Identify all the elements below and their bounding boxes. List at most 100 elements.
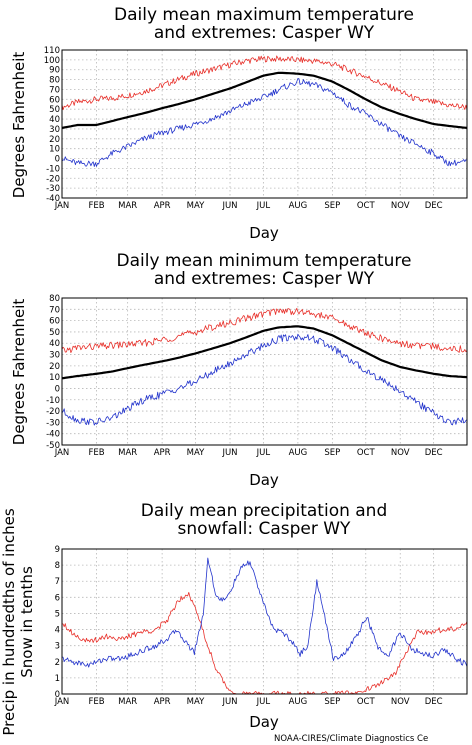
- x-tick-label: OCT: [357, 697, 376, 707]
- y-tick-label: 10: [49, 373, 60, 383]
- y-tick-label: 60: [49, 317, 60, 327]
- y-tick-label: 50: [49, 105, 60, 115]
- x-tick-label: JAN: [54, 201, 70, 211]
- y-tick-label: 30: [49, 125, 60, 135]
- y-tick-label: 8: [55, 561, 60, 571]
- x-tick-label: OCT: [357, 201, 376, 211]
- x-tick-label: FEB: [88, 697, 104, 707]
- y-tick-label: 70: [49, 305, 60, 315]
- y-tick-label: 30: [49, 351, 60, 361]
- y-axis-label: Degrees Fahrenheit: [10, 299, 28, 446]
- series-line-mean: [61, 71, 468, 129]
- y-tick-label: 0: [55, 690, 60, 700]
- x-tick-label: DEC: [425, 448, 443, 458]
- x-tick-label: AUG: [289, 448, 308, 458]
- y-tick-label: 60: [49, 95, 60, 105]
- x-tick-label: NOV: [391, 201, 410, 211]
- y-tick-label: 1: [55, 674, 60, 684]
- y-tick-label: -40: [46, 194, 60, 204]
- series-line-precip: [61, 557, 468, 668]
- x-tick-label: FEB: [88, 201, 104, 211]
- x-tick-label: AUG: [289, 201, 308, 211]
- x-tick-label: JAN: [54, 448, 70, 458]
- x-tick-label: MAY: [187, 201, 205, 211]
- chart-title-line1: Daily mean minimum temperature: [117, 251, 412, 271]
- x-tick-label: JUL: [256, 448, 271, 458]
- x-tick-label: JUN: [221, 448, 237, 458]
- y-tick-label: 0: [55, 155, 60, 165]
- x-tick-label: AUG: [289, 697, 308, 707]
- x-tick-label: MAR: [118, 448, 137, 458]
- y-tick-label: -30: [46, 184, 60, 194]
- series-line-snow: [61, 592, 468, 695]
- x-tick-label: SEP: [324, 201, 340, 211]
- y-tick-label: -40: [46, 430, 60, 440]
- x-tick-label: APR: [154, 448, 171, 458]
- y-tick-label: 2: [55, 658, 60, 668]
- x-tick-label: OCT: [357, 448, 376, 458]
- y-tick-label: -50: [46, 441, 60, 451]
- y-tick-label: 40: [49, 339, 60, 349]
- x-tick-label: MAY: [187, 448, 205, 458]
- series-line-record-low: [61, 78, 468, 167]
- x-tick-label: APR: [154, 201, 171, 211]
- plot-frame: [61, 548, 468, 695]
- y-tick-label: 50: [49, 328, 60, 338]
- chart-title-line2: and extremes: Casper WY: [154, 23, 375, 43]
- x-tick-label: MAY: [187, 697, 205, 707]
- y-tick-label: 100: [44, 56, 60, 66]
- series-line-record-low: [61, 333, 468, 426]
- y-axis-label-line1: Precip in hundredths of inches: [0, 508, 18, 735]
- series-line-record-high: [61, 307, 468, 354]
- y-tick-label: -20: [46, 407, 60, 417]
- y-tick-label: 9: [55, 545, 60, 555]
- chart-title-line2: and extremes: Casper WY: [154, 269, 375, 289]
- x-tick-label: JUN: [221, 697, 237, 707]
- x-tick-label: JUL: [256, 201, 271, 211]
- chart-title-line1: Daily mean maximum temperature: [114, 5, 414, 25]
- chart-title-line1: Daily mean precipitation and: [141, 501, 388, 521]
- x-tick-label: SEP: [324, 697, 340, 707]
- credit-text: NOAA-CIRES/Climate Diagnostics Ce: [274, 734, 428, 744]
- y-tick-label: 40: [49, 115, 60, 125]
- x-axis-label: Day: [249, 224, 279, 242]
- y-tick-label: -10: [46, 396, 60, 406]
- y-tick-label: 10: [49, 145, 60, 155]
- x-axis-label: Day: [249, 713, 279, 731]
- x-tick-label: FEB: [88, 448, 104, 458]
- y-tick-label: 90: [49, 66, 60, 76]
- y-tick-label: 4: [55, 626, 60, 636]
- x-tick-label: NOV: [391, 697, 410, 707]
- x-tick-label: JAN: [54, 697, 70, 707]
- y-tick-label: 3: [55, 642, 60, 652]
- y-tick-label: 20: [49, 362, 60, 372]
- x-tick-label: MAR: [118, 201, 137, 211]
- plot-frame: [61, 297, 468, 446]
- x-tick-label: NOV: [391, 448, 410, 458]
- plot-frame: [61, 49, 468, 199]
- chart-title-line2: snowfall: Casper WY: [178, 519, 352, 539]
- y-tick-label: 6: [55, 593, 60, 603]
- y-tick-label: 80: [49, 76, 60, 86]
- y-tick-label: 5: [55, 609, 60, 619]
- x-tick-label: DEC: [425, 697, 443, 707]
- y-tick-label: 7: [55, 577, 60, 587]
- y-tick-label: 110: [44, 46, 60, 56]
- y-tick-label: -30: [46, 418, 60, 428]
- x-tick-label: SEP: [324, 448, 340, 458]
- precipitation-snowfall-chart: Daily mean precipitation and snowfall: C…: [0, 501, 468, 736]
- y-axis-label: Degrees Fahrenheit: [10, 52, 28, 199]
- x-tick-label: MAR: [118, 697, 137, 707]
- x-axis-label: Day: [249, 471, 279, 489]
- x-tick-label: DEC: [425, 201, 443, 211]
- y-axis-label-line2: Snow in tenths: [18, 566, 36, 678]
- y-tick-label: 0: [55, 384, 60, 394]
- x-tick-label: JUL: [256, 697, 271, 707]
- y-tick-label: -20: [46, 174, 60, 184]
- series-line-record-high: [61, 55, 468, 111]
- y-tick-label: 70: [49, 85, 60, 95]
- y-tick-label: 20: [49, 135, 60, 145]
- y-tick-label: 80: [49, 294, 60, 304]
- series-line-mean: [61, 325, 468, 380]
